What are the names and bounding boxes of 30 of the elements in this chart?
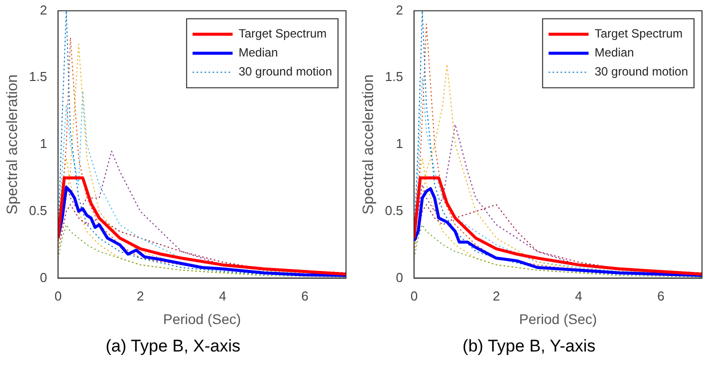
x-tick-label: 6	[657, 288, 664, 304]
y-tick-label: 0	[396, 270, 404, 285]
legend-label: Median	[238, 46, 278, 60]
legend-label: 30 ground motion	[594, 64, 688, 79]
y-axis-title: Spectral acceleration	[4, 74, 22, 215]
legend-label: Target Spectrum	[594, 26, 683, 41]
x-axis-title: Period (Sec)	[163, 311, 241, 328]
legend-label: Target Spectrum	[238, 26, 327, 41]
text: (a) Type B, X-axis	[106, 336, 240, 356]
x-tick-label: 2	[136, 288, 144, 304]
x-tick-label: 4	[574, 288, 582, 304]
legend-label: 30 ground motion	[238, 64, 332, 79]
x-tick-label: 4	[218, 288, 226, 304]
y-tick-label: 0	[40, 270, 48, 285]
x-tick-label: 0	[410, 288, 418, 304]
y-tick-label: 1.5	[384, 69, 404, 84]
y-tick-label: 2	[396, 2, 404, 18]
y-axis-title: Spectral acceleration	[360, 74, 378, 215]
y-tick-label: 1	[40, 136, 48, 152]
legend-label: Median	[594, 46, 634, 60]
x-axis-title: Period (Sec)	[519, 311, 597, 328]
x-tick-label: 0	[54, 288, 62, 304]
y-tick-label: 1	[396, 136, 404, 152]
y-tick-label: 1.5	[28, 69, 48, 84]
x-tick-label: 6	[301, 288, 308, 304]
text: (b) Type B, Y-axis	[462, 336, 596, 356]
x-tick-label: 2	[492, 288, 500, 304]
y-tick-label: 0.5	[28, 202, 48, 218]
y-tick-label: 2	[40, 2, 48, 18]
y-tick-label: 0.5	[384, 202, 404, 218]
